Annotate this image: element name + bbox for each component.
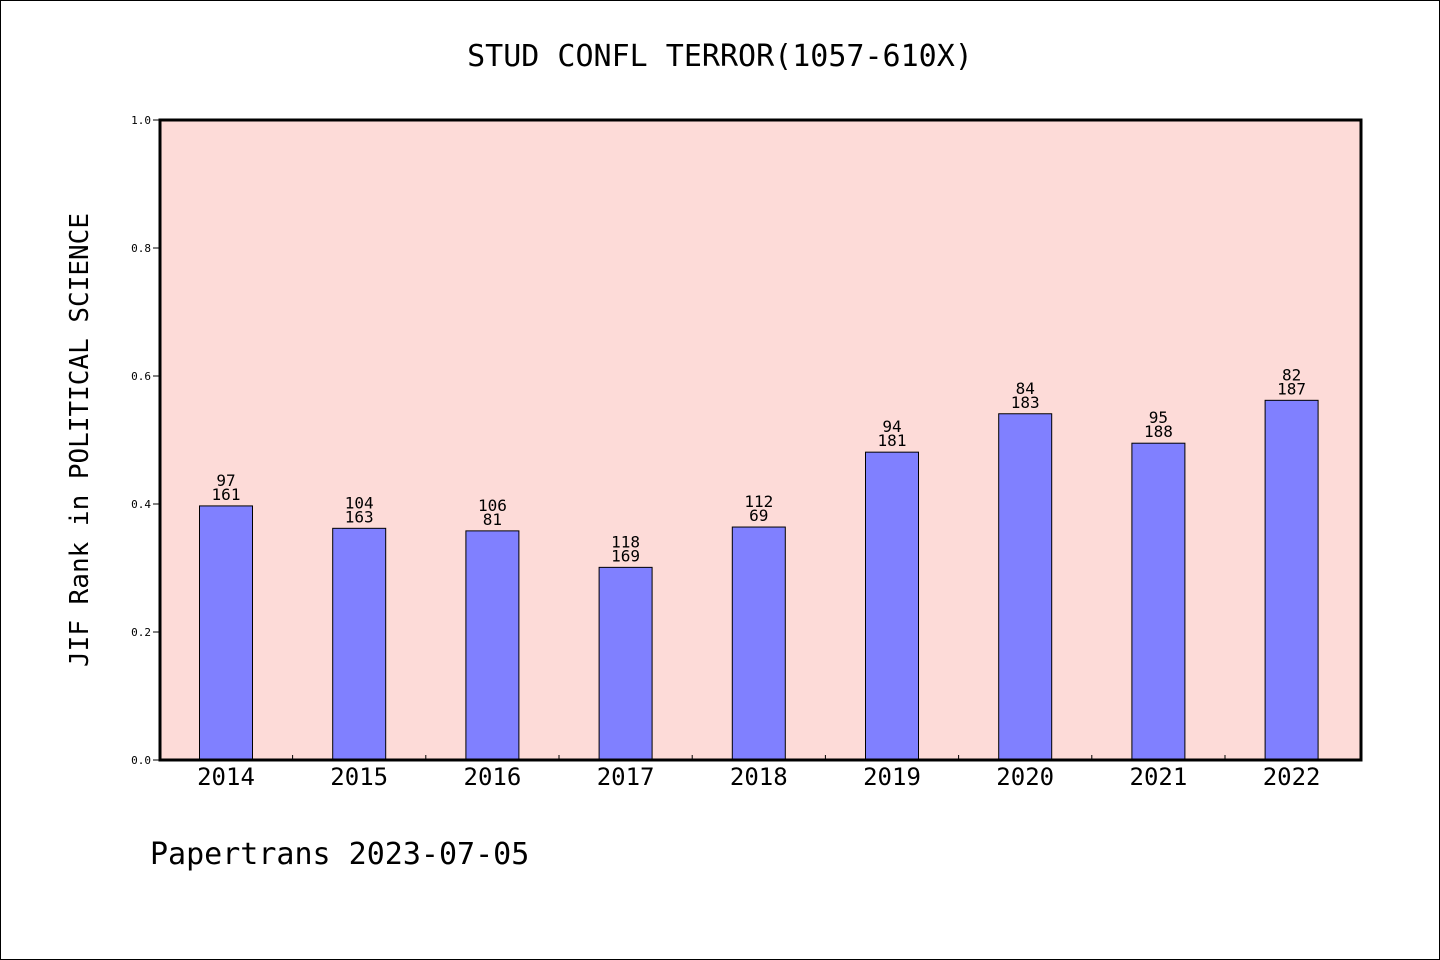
bar	[1131, 442, 1186, 761]
x-tick-label: 2021	[1130, 763, 1188, 791]
x-tick-label: 2015	[330, 763, 388, 791]
x-tick-label: 2019	[863, 763, 921, 791]
bar-label-bottom: 81	[483, 510, 502, 529]
y-tick-label: 0.2	[131, 626, 151, 639]
x-tick-label: 2018	[730, 763, 788, 791]
bar-label-top: 112	[744, 492, 773, 511]
bar-label-bottom: 69	[749, 506, 768, 525]
y-tick-label: 0.6	[131, 370, 151, 383]
bar	[465, 530, 520, 761]
bar-label-bottom: 181	[878, 431, 907, 450]
y-tick-label: 0.8	[131, 242, 151, 255]
bar-label-bottom: 161	[212, 485, 241, 504]
bar-label-top: 104	[345, 493, 374, 512]
chart-title: STUD CONFL TERROR(1057-610X)	[467, 39, 973, 74]
bar	[598, 566, 653, 761]
bar	[1264, 399, 1319, 761]
bar-label-bottom: 163	[345, 507, 374, 526]
bar-label-top: 94	[882, 417, 901, 436]
bar-label-bottom: 183	[1011, 393, 1040, 412]
bar-label-top: 82	[1282, 365, 1301, 384]
x-tick-label: 2016	[464, 763, 522, 791]
bar	[731, 526, 786, 761]
bar-label-top: 106	[478, 496, 507, 515]
bar	[332, 527, 387, 761]
bars-group	[199, 399, 1319, 761]
y-tick-label: 1.0	[131, 114, 151, 127]
bar-label-top: 84	[1016, 379, 1035, 398]
bar-label-top: 118	[611, 532, 640, 551]
x-axis: 2014 2015 2016 2017 2018 2019 2020 2021 2022	[197, 755, 1320, 791]
footer-text: Papertrans 2023-07-05	[150, 837, 529, 872]
bar-label-bottom: 169	[611, 546, 640, 565]
x-tick-label: 2014	[197, 763, 255, 791]
x-tick-label: 2020	[996, 763, 1054, 791]
y-axis: 0.0 0.2 0.4 0.6 0.8 1.0	[131, 114, 160, 767]
bar-label-top: 97	[216, 471, 235, 490]
y-tick-label: 0.4	[131, 498, 151, 511]
bar	[998, 413, 1053, 761]
bar-label-top: 95	[1149, 408, 1168, 427]
x-tick-label: 2022	[1263, 763, 1321, 791]
plot-border	[158, 118, 1363, 762]
y-axis-label: JIF Rank in POLITICAL SCIENCE	[65, 213, 95, 667]
bar-label-bottom: 187	[1277, 379, 1306, 398]
bar-label-bottom: 188	[1144, 422, 1173, 441]
x-tick-label: 2017	[597, 763, 655, 791]
y-tick-label: 0.0	[131, 754, 151, 767]
bar	[865, 451, 919, 761]
bar	[199, 505, 253, 761]
